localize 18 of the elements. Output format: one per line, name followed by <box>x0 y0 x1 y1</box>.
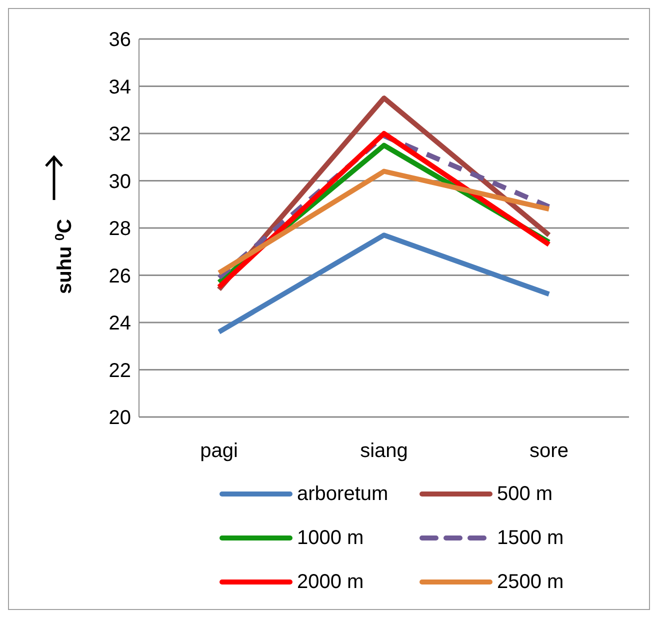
y-tick-label: 24 <box>108 312 131 335</box>
x-tick-label: pagi <box>200 440 238 462</box>
y-tick-label: 30 <box>108 170 131 193</box>
x-tick-label: sore <box>530 440 568 462</box>
y-tick-label: 34 <box>108 76 131 98</box>
legend-label: 1500 m <box>497 526 564 550</box>
y-tick-label: 22 <box>108 360 131 382</box>
legend-label: 2500 m <box>497 570 564 594</box>
legend-label: 1000 m <box>297 526 364 550</box>
y-tick-label: 26 <box>108 265 131 288</box>
y-tick-label: 32 <box>108 124 131 146</box>
legend-label: arboretum <box>297 482 388 506</box>
x-tick-label: siang <box>360 440 408 462</box>
y-tick-label: 36 <box>108 29 131 52</box>
legend-label: 500 m <box>497 482 553 506</box>
y-tick-label: 20 <box>108 407 131 430</box>
y-tick-label: 28 <box>108 218 131 240</box>
legend-label: 2000 m <box>297 570 364 594</box>
